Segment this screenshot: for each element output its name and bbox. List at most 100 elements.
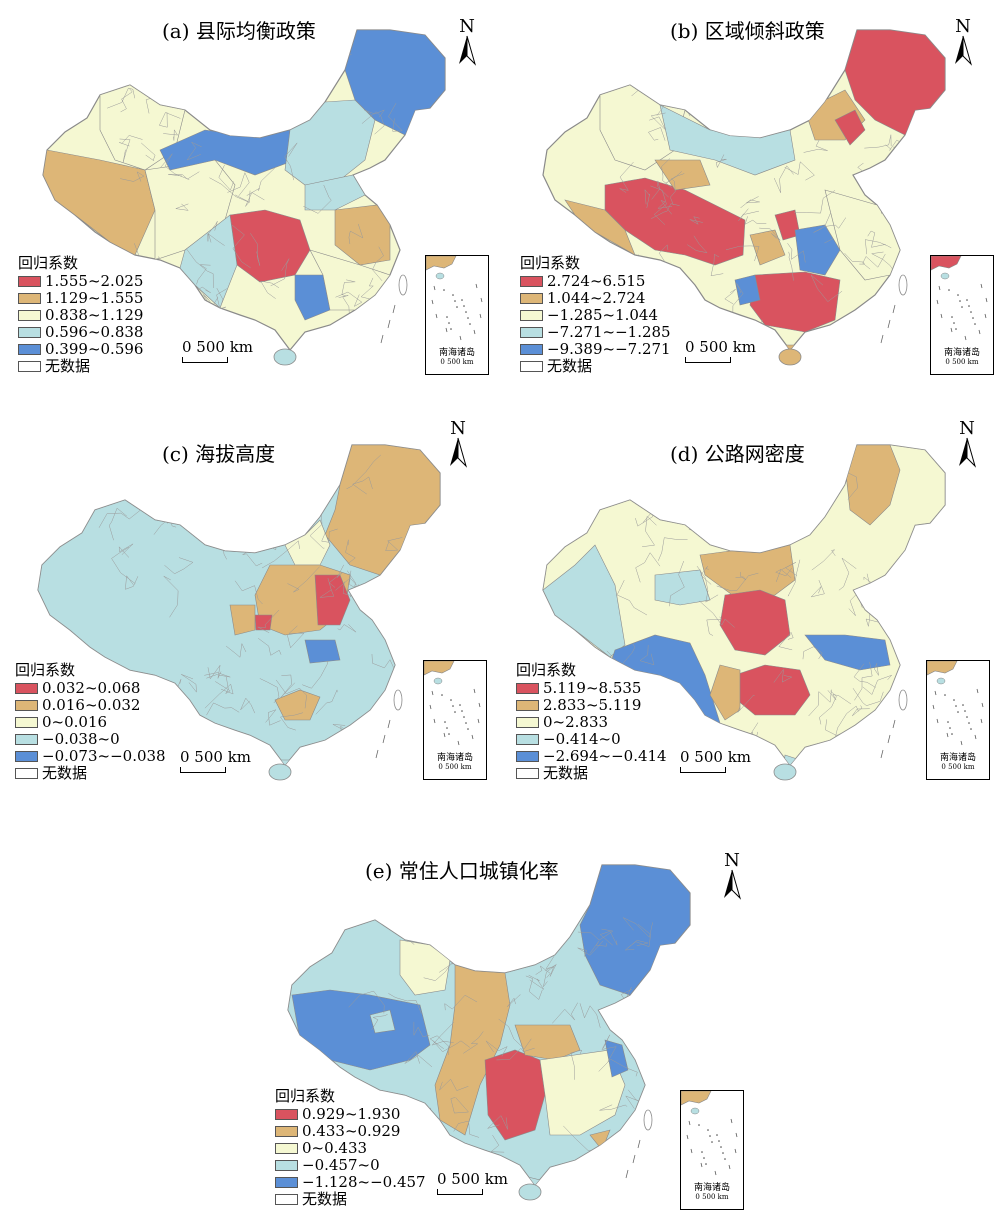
- taiwan-island: [398, 274, 408, 296]
- island-dot: [452, 705, 454, 707]
- county-boundary: [601, 1034, 617, 1062]
- county-boundary: [335, 291, 363, 307]
- north-label: N: [450, 418, 466, 439]
- legend-item: −1.128~−0.457: [275, 1174, 426, 1191]
- county-boundary: [258, 638, 282, 656]
- hainan-island: [778, 348, 802, 366]
- county-boundary: [234, 192, 265, 207]
- region: [294, 274, 331, 321]
- county-boundary: [775, 567, 793, 583]
- boundary-dash: [728, 1164, 731, 1170]
- island-dot: [707, 1129, 709, 1131]
- inset-island: [433, 677, 443, 685]
- boundary-dash: [473, 329, 476, 335]
- legend-swatch: [18, 310, 41, 321]
- coast-dash: [380, 334, 384, 344]
- boundary-dash: [980, 283, 983, 289]
- legend-item: −7.271~−1.285: [520, 324, 671, 341]
- legend-item: 2.724~6.515: [520, 273, 671, 290]
- county-boundary: [528, 974, 545, 990]
- region: [229, 604, 256, 636]
- region: [749, 271, 841, 333]
- region: [543, 544, 626, 658]
- county-boundary: [577, 940, 604, 957]
- county-boundary: [795, 486, 806, 496]
- county-boundary: [649, 112, 666, 131]
- island-dot: [966, 299, 968, 301]
- county-boundary: [169, 696, 191, 710]
- county-boundary: [744, 216, 767, 225]
- county-boundary: [303, 184, 332, 214]
- county-boundary: [389, 716, 407, 737]
- legend-label: −9.389~−7.271: [547, 340, 671, 358]
- region: [699, 544, 796, 598]
- scale-label: 0 500 km: [680, 748, 752, 766]
- county-boundary: [700, 566, 712, 585]
- legend: 回归系数 1.555~2.025 1.129~1.555 0.838~1.129…: [18, 255, 143, 375]
- county-boundary: [639, 644, 655, 666]
- county-boundary: [388, 103, 403, 132]
- panel-title: (d) 公路网密度: [670, 442, 805, 466]
- scale-label: 0 500 km: [182, 338, 254, 356]
- island-dot: [947, 721, 949, 723]
- boundary-dash: [940, 313, 943, 319]
- region: [484, 1049, 546, 1141]
- county-boundary: [275, 679, 307, 709]
- scale-line: [180, 767, 226, 773]
- legend: 回归系数 0.929~1.930 0.433~0.929 0~0.433 −0.…: [275, 1088, 426, 1208]
- legend-swatch: [15, 734, 38, 745]
- taiwan-island: [643, 1109, 653, 1131]
- legend: 回归系数 2.724~6.515 1.044~2.724 −1.285~1.04…: [520, 255, 671, 375]
- legend-label: 0.838~1.129: [45, 306, 144, 324]
- inset-land: [425, 255, 457, 271]
- boundary-dash: [477, 718, 480, 724]
- boundary-dash: [964, 335, 967, 341]
- county-boundary: [181, 674, 197, 693]
- county-boundary: [206, 702, 240, 716]
- legend-item: 无数据: [15, 765, 166, 782]
- county-boundary: [665, 171, 685, 184]
- boundary-dash: [734, 1148, 737, 1154]
- legend-item: 0.399~0.596: [18, 341, 143, 358]
- legend: 回归系数 5.119~8.535 2.833~5.119 0~2.833 −0.…: [516, 662, 667, 782]
- north-label: N: [459, 16, 475, 37]
- scale-bar: 0 500 km: [180, 748, 300, 773]
- inset-land: [423, 660, 455, 676]
- county-boundary: [525, 975, 543, 1000]
- county-boundary: [357, 728, 364, 745]
- region: [589, 1129, 611, 1151]
- taiwan-island: [393, 689, 403, 711]
- region: [844, 445, 901, 526]
- county-boundary: [107, 87, 136, 109]
- county-boundary: [699, 600, 735, 628]
- legend-swatch: [520, 344, 543, 355]
- county-boundary: [337, 624, 357, 633]
- county-boundary: [543, 910, 574, 927]
- legend-item: 0~0.016: [15, 714, 166, 731]
- county-boundary: [385, 537, 403, 551]
- boundary-dash: [433, 285, 436, 291]
- legend-title: 回归系数: [18, 254, 79, 272]
- taiwan-island: [898, 689, 908, 711]
- county-boundary: [196, 264, 211, 285]
- boundary-dash: [686, 1134, 689, 1140]
- scale-line: [680, 767, 726, 773]
- legend-item: 0.032~0.068: [15, 680, 166, 697]
- county-boundary: [644, 188, 650, 209]
- region: [309, 249, 391, 311]
- county-boundary: [119, 138, 131, 164]
- inset-label: 南海诸岛: [693, 1183, 730, 1193]
- hainan-island: [268, 763, 292, 781]
- legend-item: −9.389~−7.271: [520, 341, 671, 358]
- county-boundary: [642, 515, 657, 547]
- coast-dash: [892, 719, 896, 729]
- island-dot: [718, 1140, 720, 1142]
- county-boundary: [141, 142, 156, 162]
- inset-label: 南海诸岛: [943, 348, 980, 358]
- county-boundary: [163, 129, 179, 141]
- county-boundary: [485, 1040, 508, 1057]
- inset-land: [680, 1090, 712, 1106]
- county-boundary: [862, 674, 892, 695]
- boundary-dash: [457, 740, 460, 746]
- region: [284, 99, 376, 186]
